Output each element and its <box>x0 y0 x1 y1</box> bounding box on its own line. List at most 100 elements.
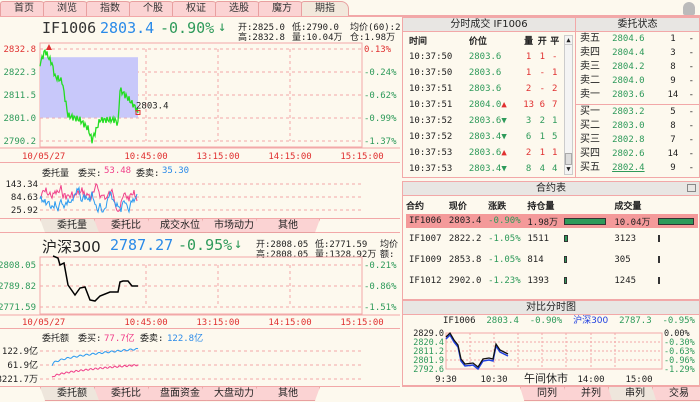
tab-其他[interactable]: 其他 <box>256 219 320 233</box>
open-interest-bar <box>564 277 568 284</box>
index-low: 低:2771.59 <box>315 240 368 250</box>
orderbook-row[interactable]: 买三 2802.8 7- <box>580 134 694 145</box>
time-tick: 15:00 <box>625 375 652 385</box>
volume: 量:10.04万 <box>292 33 343 43</box>
top-tab-bar: 首页 浏览 指数 个股 权证 选股 魔方 期指 <box>0 0 700 17</box>
col-header: 时间 <box>409 37 428 47</box>
index-open: 开:2808.05 <box>256 240 309 250</box>
orderbook-row[interactable]: 卖三 2804.2 8- <box>580 61 694 72</box>
price-line <box>39 48 139 144</box>
tick-row: 10:37:53 2803.4▼ 8 4 4 <box>409 164 558 174</box>
y-tick: 25.92 <box>11 206 38 216</box>
scroll-up-icon[interactable]: ▲ <box>565 36 572 45</box>
panel-title: 分时成交 IF1006 <box>403 18 575 32</box>
avg-price: 均价(60):2 <box>350 23 401 33</box>
bottom-tab-bar-right: 同列 并列 串列 交易 <box>402 386 700 402</box>
sell-volume-line <box>39 185 138 214</box>
orderbook-row[interactable]: 卖四 2804.4 3- <box>580 47 694 58</box>
tab-盘面资金[interactable]: 盘面资金 <box>148 387 212 401</box>
tab-委托比[interactable]: 委托比 <box>94 387 158 401</box>
price-chart[interactable]: 2832.8 2822.3 2811.5 2801.0 2790.2 0.13% -0.24… <box>0 38 400 162</box>
panel-title: 合约表 <box>403 182 699 196</box>
y-tick: 2808.05 <box>0 261 36 271</box>
top-tab-4[interactable]: 权证 <box>172 1 220 16</box>
y-tick: 2811.2 <box>413 347 444 357</box>
scrollbar[interactable]: ▲ ▼ <box>564 35 573 175</box>
y-tick-pct: -0.62% <box>364 91 397 101</box>
down-arrow-icon: ↓ <box>218 19 227 35</box>
tick-row: 10:37:50 2803.6 1-1 <box>409 68 558 78</box>
panel-title: 委托状态 <box>576 18 699 32</box>
top-tab-3[interactable]: 个股 <box>129 1 177 16</box>
main-quote-header: IF1006 2803.4 -0.90% ↓ 开:2825.0 高:2832.8… <box>0 17 401 43</box>
user-icon[interactable] <box>683 2 695 15</box>
tick-row: 10:37:51 2803.6 2-2 <box>409 84 558 94</box>
top-tab-2[interactable]: 指数 <box>86 1 134 16</box>
tab-委托比[interactable]: 委托比 <box>94 219 158 233</box>
buy-amount-line <box>51 363 139 378</box>
contract-row[interactable]: IF1012 2902.0 -1.23% 1393 1245 <box>406 270 698 291</box>
orderbook-row[interactable]: 买二 2803.0 8- <box>580 120 694 131</box>
tab-大盘动力[interactable]: 大盘动力 <box>202 387 266 401</box>
tab-委托额[interactable]: 委托额 <box>40 387 104 401</box>
top-tab-5[interactable]: 选股 <box>215 1 263 16</box>
y-tick: 2801.0 <box>3 114 36 124</box>
volume-bar <box>658 217 694 225</box>
open-interest-bar <box>564 256 568 263</box>
index-high: 高:2808.05 <box>256 250 309 260</box>
orderbook-row[interactable]: 买五 2802.4 9- <box>580 162 694 173</box>
top-tab-6[interactable]: 魔方 <box>258 1 306 16</box>
average-price-area <box>40 57 138 118</box>
scroll-down-icon[interactable]: ▼ <box>566 165 571 173</box>
orderbook-row[interactable]: 卖二 2804.0 9- <box>580 75 694 86</box>
panel-title: 委托量 <box>42 169 70 179</box>
orderbook-row[interactable]: 买四 2802.6 14- <box>580 148 694 159</box>
y-tick-pct: -1.29% <box>664 365 695 375</box>
tick-row: 10:37:50 2803.6 1 1- <box>409 52 558 62</box>
open-interest-bar <box>564 217 607 225</box>
y-tick-pct: -0.30% <box>664 338 695 348</box>
compare-index: 沪深300 <box>573 316 609 326</box>
contract-row[interactable]: IF1006 2803.4 -0.90% 1.98万 10.04万 <box>406 214 698 228</box>
y-tick-pct: 0.00% <box>664 329 690 339</box>
col-header: 平 <box>550 37 560 47</box>
y-tick-pct: -0.99% <box>364 114 397 124</box>
tab-成交水位[interactable]: 成交水位 <box>148 219 212 233</box>
sell-value: 35.30 <box>162 166 190 176</box>
top-tab-1[interactable]: 浏览 <box>43 1 91 16</box>
orderbook-row[interactable]: 卖一 2803.6 14- <box>580 89 694 100</box>
tab-交易[interactable]: 交易 <box>652 387 700 401</box>
order-amount-chart: 122.9亿 61.9亿 8221.7万 <box>0 345 362 385</box>
col-header: 量 <box>524 37 534 47</box>
time-tick: 14:15:00 <box>268 318 311 327</box>
order-amount-panel: 委托额 委买: 77.7亿 委卖: 122.8亿 <box>0 328 400 386</box>
contract-row[interactable]: IF1007 2822.2 -1.05% 1511 3123 <box>406 228 698 249</box>
tab-委托量[interactable]: 委托量 <box>40 219 104 233</box>
scroll-thumb[interactable] <box>565 153 572 165</box>
maximize-icon[interactable] <box>687 184 696 192</box>
index-line <box>52 255 138 302</box>
y-tick: 122.9亿 <box>2 345 38 357</box>
contract-table-panel: 合约表 合约 现价 涨跌 持仓量 成交量 IF1006 2803.4 -0.90% 1.98万 1… <box>402 181 700 300</box>
y-tick-pct: -0.63% <box>664 347 695 357</box>
tick-panel: 分时成交 IF1006 时间 价位 量开平 10:37:50 2803.6 1 1- 10:3… <box>402 17 576 178</box>
chart-frame <box>39 256 363 315</box>
orderbook-row[interactable]: 买一 2803.2 5- <box>580 106 694 117</box>
index-chart[interactable]: 2808.05 2789.82 2771.59 -0.21% -0.86% -1.51% 1… <box>0 255 400 327</box>
time-tick: 13:15:00 <box>196 152 239 162</box>
compare-index-price: 2787.3 <box>619 316 652 326</box>
high-marker-icon <box>46 44 52 50</box>
index-price: 2787.27 <box>110 236 174 254</box>
top-tab-0[interactable]: 首页 <box>0 1 48 16</box>
symbol: IF1006 <box>42 19 97 37</box>
orderbook-row[interactable]: 卖五 2804.6 1- <box>580 33 694 44</box>
y-tick: 2832.8 <box>3 45 36 55</box>
tab-其他[interactable]: 其他 <box>256 387 320 401</box>
sell-label: 委卖: <box>140 334 164 344</box>
top-tab-7[interactable]: 期指 <box>301 1 349 16</box>
contract-row[interactable]: IF1009 2853.8 -1.05% 814 305 <box>406 249 698 270</box>
panel-title: 委托额 <box>42 334 70 344</box>
tab-市场动力[interactable]: 市场动力 <box>202 219 266 233</box>
open-interest-bar <box>564 235 568 242</box>
